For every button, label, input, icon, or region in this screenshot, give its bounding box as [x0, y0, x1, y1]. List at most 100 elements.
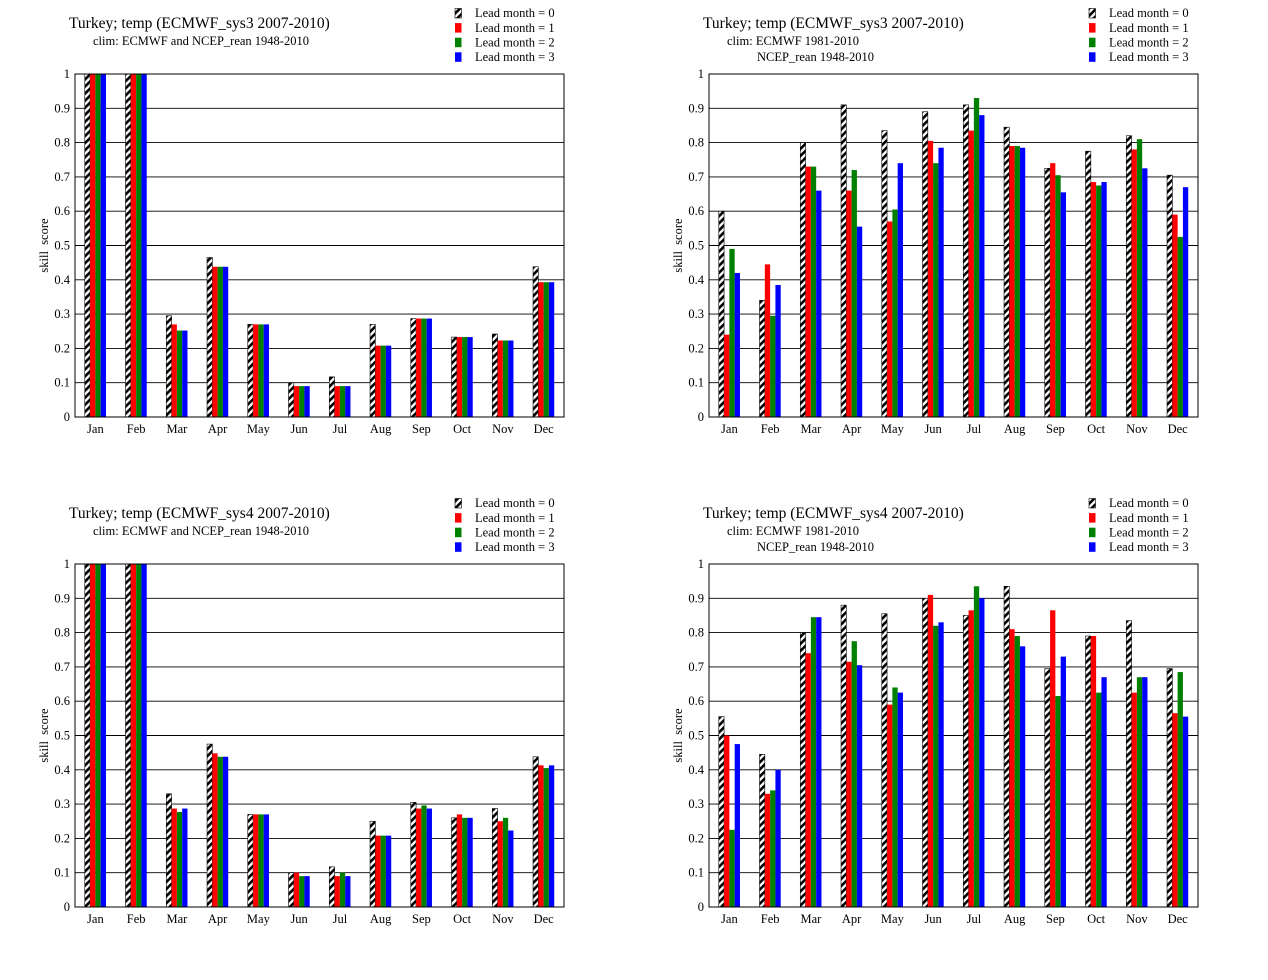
bar-feb-lead-1: [130, 564, 137, 907]
y-tick-label: 0.4: [688, 763, 704, 777]
legend-entry: Lead month = 2: [475, 35, 555, 49]
y-tick-label: 0.1: [688, 376, 704, 390]
bar-jul-lead-1: [968, 130, 974, 417]
legend-swatch-lead-2: [455, 37, 462, 48]
bar-nov-lead-2: [1136, 677, 1143, 907]
bar-aug-lead-2: [1014, 146, 1020, 417]
bar-mar-lead-1: [805, 653, 811, 907]
chart-subtitle: clim: ECMWF and NCEP_rean 1948-2010: [93, 524, 309, 538]
bar-jun-lead-2: [299, 386, 305, 417]
y-tick-label: 0.3: [688, 307, 704, 321]
bar-apr-lead-1: [846, 661, 852, 907]
legend-swatch-lead-2: [455, 527, 462, 538]
x-tick-label: Nov: [1126, 422, 1148, 436]
bar-aug-lead-2: [380, 345, 386, 417]
legend-swatch-lead-3: [1089, 52, 1096, 62]
legend-swatch-lead-3: [1089, 542, 1096, 552]
x-tick-label: Aug: [1004, 422, 1026, 436]
bar-apr-lead-1: [212, 266, 218, 417]
bar-nov-lead-2: [1136, 139, 1143, 418]
bar-sep-lead-2: [421, 318, 427, 417]
legend-entry: Lead month = 1: [475, 511, 555, 525]
bar-apr-lead-1: [212, 753, 218, 907]
bar-dec-lead-3: [548, 765, 555, 907]
bar-mar-lead-2: [810, 617, 817, 907]
legend-entry: Lead month = 3: [475, 540, 555, 554]
bar-jan-lead-2: [729, 829, 735, 907]
y-axis-label: skill score: [37, 218, 51, 273]
bar-nov-lead-1: [497, 340, 503, 417]
bar-jul-lead-1: [334, 876, 340, 907]
bar-may-lead-1: [253, 814, 259, 907]
bar-mar-lead-3: [816, 190, 822, 417]
plot-frame: [708, 563, 1199, 908]
bar-jan-lead-1: [90, 564, 96, 907]
bar-dec-lead-1: [1172, 214, 1178, 417]
bar-feb-lead-0: [759, 300, 766, 418]
x-tick-label: Dec: [1168, 912, 1189, 926]
legend-entry: Lead month = 2: [1109, 525, 1189, 539]
bar-feb-lead-2: [770, 790, 776, 907]
bar-jun-lead-0: [922, 111, 929, 418]
bar-mar-lead-1: [171, 808, 177, 907]
y-axis-label: skill score: [671, 218, 685, 273]
chart-title: Turkey; temp (ECMWF_sys3 2007-2010): [69, 15, 330, 32]
bar-feb-lead-1: [764, 264, 771, 417]
y-tick-label: 0.3: [54, 307, 70, 321]
y-tick-label: 0: [64, 410, 70, 424]
bar-dec-lead-0: [532, 266, 539, 418]
bar-jul-lead-2: [339, 872, 346, 907]
y-tick-label: 0.4: [54, 763, 70, 777]
bar-dec-lead-2: [543, 282, 549, 417]
x-tick-label: Aug: [1004, 912, 1026, 926]
bar-sep-lead-0: [410, 802, 417, 908]
chart-panel-2: Turkey; temp (ECMWF_sys3 2007-2010) clim:…: [671, 6, 1199, 436]
legend-swatch-lead-0: [454, 498, 462, 509]
bar-mar-lead-2: [176, 330, 183, 417]
legend-entry: Lead month = 1: [1109, 21, 1189, 35]
x-tick-label: Apr: [208, 422, 228, 436]
bar-oct-lead-0: [1085, 150, 1092, 418]
bar-jun-lead-2: [299, 876, 305, 907]
bar-may-lead-3: [263, 324, 269, 417]
chart-title: Turkey; temp (ECMWF_sys4 2007-2010): [703, 505, 964, 522]
legend-swatch-lead-0: [454, 8, 462, 19]
legend-entry: Lead month = 0: [1109, 6, 1189, 20]
x-tick-label: Apr: [842, 422, 862, 436]
bar-may-lead-2: [258, 814, 264, 907]
bar-apr-lead-3: [222, 266, 229, 417]
x-tick-label: Mar: [166, 422, 188, 436]
bar-oct-lead-3: [467, 817, 473, 907]
x-tick-label: Nov: [492, 912, 514, 926]
bar-may-lead-3: [897, 692, 903, 907]
bar-dec-lead-0: [1166, 668, 1173, 908]
x-tick-label: Oct: [453, 422, 472, 436]
bar-jun-lead-1: [293, 872, 300, 907]
x-tick-label: Oct: [453, 912, 472, 926]
bar-sep-lead-3: [1060, 656, 1066, 907]
bar-apr-lead-0: [840, 104, 847, 418]
chart-panel-3: Turkey; temp (ECMWF_sys4 2007-2010) clim:…: [37, 496, 565, 926]
legend-entry: Lead month = 2: [475, 525, 555, 539]
x-tick-label: Feb: [127, 912, 146, 926]
bar-jul-lead-0: [328, 866, 335, 908]
y-tick-label: 0.5: [54, 729, 70, 743]
y-tick-label: 0.3: [688, 797, 704, 811]
bar-jun-lead-2: [933, 625, 939, 907]
x-tick-label: Oct: [1087, 912, 1106, 926]
bar-apr-lead-3: [222, 756, 229, 907]
y-tick-label: 0.2: [688, 341, 704, 355]
chart-title: Turkey; temp (ECMWF_sys4 2007-2010): [69, 505, 330, 522]
bar-aug-lead-0: [369, 324, 376, 418]
legend-swatch-lead-0: [1088, 8, 1096, 19]
bar-nov-lead-0: [1125, 135, 1132, 418]
bar-jan-lead-1: [724, 735, 730, 907]
bar-jan-lead-3: [734, 272, 740, 417]
y-tick-label: 0.8: [688, 136, 704, 150]
bar-may-lead-0: [881, 130, 888, 418]
bar-jun-lead-1: [293, 386, 300, 417]
bar-mar-lead-0: [799, 632, 806, 908]
y-tick-label: 0: [64, 900, 70, 914]
x-tick-label: May: [881, 912, 905, 926]
